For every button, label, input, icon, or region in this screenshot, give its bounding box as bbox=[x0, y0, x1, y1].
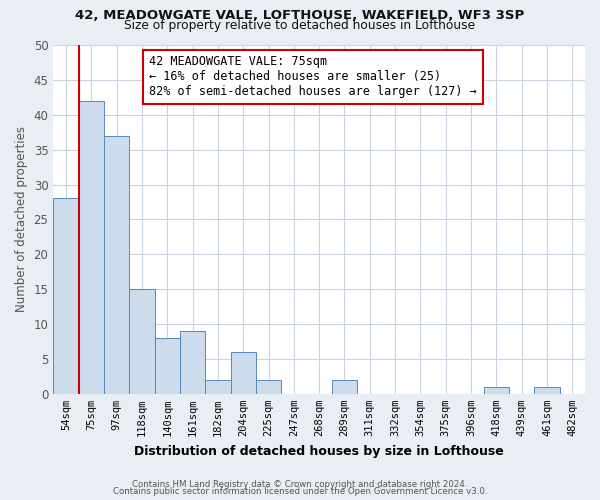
Bar bbox=[129, 289, 155, 394]
Text: Contains public sector information licensed under the Open Government Licence v3: Contains public sector information licen… bbox=[113, 488, 487, 496]
Text: Size of property relative to detached houses in Lofthouse: Size of property relative to detached ho… bbox=[124, 19, 476, 32]
Bar bbox=[104, 136, 129, 394]
Text: 42 MEADOWGATE VALE: 75sqm
← 16% of detached houses are smaller (25)
82% of semi-: 42 MEADOWGATE VALE: 75sqm ← 16% of detac… bbox=[149, 56, 477, 98]
Bar bbox=[332, 380, 357, 394]
Bar bbox=[205, 380, 230, 394]
X-axis label: Distribution of detached houses by size in Lofthouse: Distribution of detached houses by size … bbox=[134, 444, 504, 458]
Bar bbox=[180, 331, 205, 394]
Bar bbox=[256, 380, 281, 394]
Bar bbox=[230, 352, 256, 394]
Text: 42, MEADOWGATE VALE, LOFTHOUSE, WAKEFIELD, WF3 3SP: 42, MEADOWGATE VALE, LOFTHOUSE, WAKEFIEL… bbox=[76, 9, 524, 22]
Text: Contains HM Land Registry data © Crown copyright and database right 2024.: Contains HM Land Registry data © Crown c… bbox=[132, 480, 468, 489]
Bar bbox=[155, 338, 180, 394]
Bar bbox=[484, 387, 509, 394]
Bar bbox=[79, 101, 104, 394]
Bar bbox=[53, 198, 79, 394]
Y-axis label: Number of detached properties: Number of detached properties bbox=[15, 126, 28, 312]
Bar bbox=[535, 387, 560, 394]
